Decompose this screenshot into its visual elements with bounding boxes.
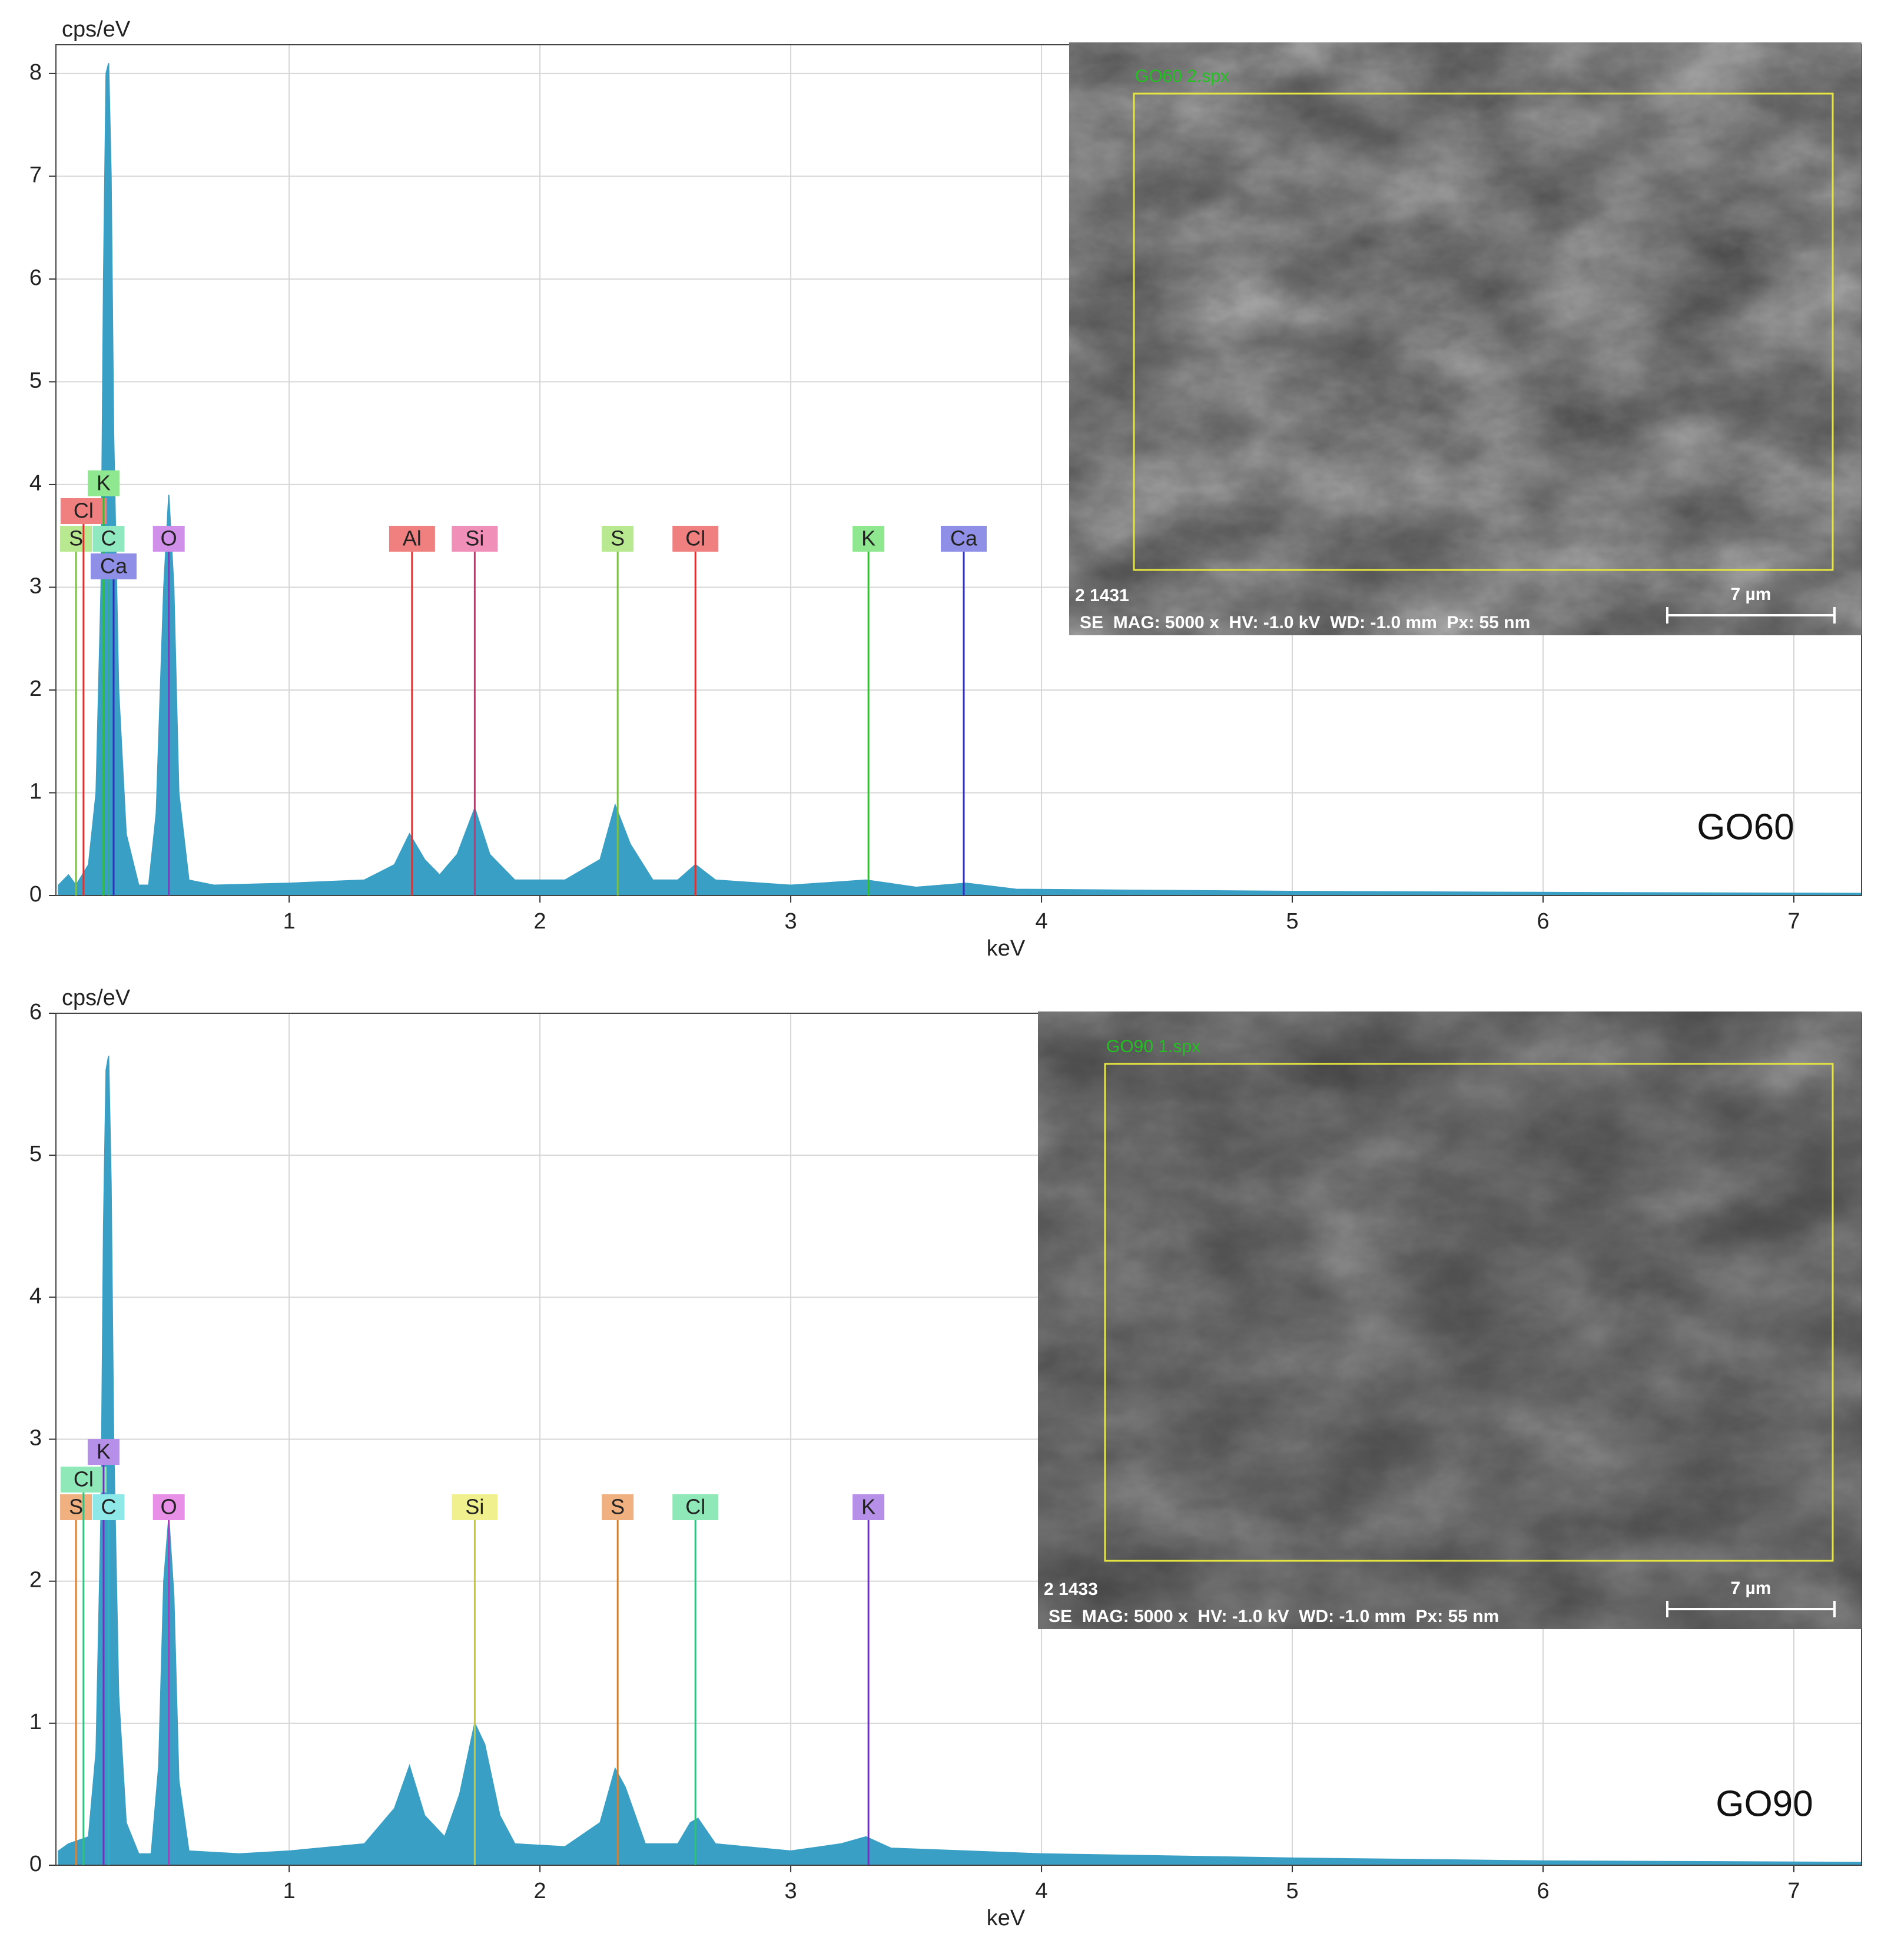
element-label: K xyxy=(97,1440,111,1464)
x-tick-label: 4 xyxy=(1036,1879,1048,1903)
spx-name: GO60 2.spx xyxy=(1135,67,1229,86)
element-label: Ca xyxy=(950,526,978,550)
element-label: K xyxy=(861,526,875,550)
y-tick-label: 7 xyxy=(29,162,42,187)
y-axis-label: cps/eV xyxy=(62,986,131,1010)
element-label: Si xyxy=(465,526,484,550)
y-tick-label: 6 xyxy=(29,266,42,290)
element-label: S xyxy=(611,1495,625,1519)
x-tick-label: 2 xyxy=(534,909,546,934)
x-axis-label: keV xyxy=(987,936,1026,961)
sample-label: GO90 xyxy=(1716,1783,1813,1824)
element-label: K xyxy=(97,471,111,495)
x-tick-label: 2 xyxy=(534,1879,546,1903)
y-tick-label: 4 xyxy=(29,471,42,496)
scale-label: 7 µm xyxy=(1731,1578,1771,1598)
x-tick-label: 3 xyxy=(785,1879,797,1903)
element-label: Si xyxy=(465,1495,484,1519)
element-label-box xyxy=(60,498,107,524)
element-label-box xyxy=(90,553,137,579)
y-tick-label: 1 xyxy=(29,780,42,804)
y-axis-label: cps/eV xyxy=(62,17,131,42)
element-label-box xyxy=(152,526,185,552)
roi-box xyxy=(1133,92,1834,571)
element-label-box xyxy=(389,526,435,552)
y-tick-label: 8 xyxy=(29,60,42,85)
sample-label: GO60 xyxy=(1697,807,1794,847)
element-label: Cl xyxy=(74,499,94,523)
element-label-box xyxy=(452,1494,498,1520)
element-label-box xyxy=(672,1494,719,1520)
sem-texture xyxy=(1069,42,1862,635)
roi-box xyxy=(1104,1063,1834,1562)
spectrum xyxy=(58,1056,1862,1866)
element-label-box xyxy=(87,470,120,496)
x-tick-label: 5 xyxy=(1286,1879,1298,1903)
element-label-box xyxy=(602,1494,634,1520)
element-label-box xyxy=(852,1494,885,1520)
element-label-box xyxy=(92,526,125,552)
element-label-box xyxy=(92,1494,125,1520)
x-tick-label: 7 xyxy=(1787,1879,1800,1903)
y-tick-label: 5 xyxy=(29,368,42,393)
x-tick-label: 6 xyxy=(1537,1879,1549,1903)
element-label-box xyxy=(60,526,92,552)
image-id: 2 1433 xyxy=(1044,1580,1098,1599)
sem-texture xyxy=(1038,1011,1862,1629)
element-label-box xyxy=(941,526,987,552)
element-label: Ca xyxy=(100,554,128,578)
y-tick-label: 0 xyxy=(29,1852,42,1876)
x-tick-label: 6 xyxy=(1537,909,1549,934)
y-tick-label: 1 xyxy=(29,1710,42,1735)
x-tick-label: 4 xyxy=(1036,909,1048,934)
element-label: S xyxy=(611,526,625,550)
image-id: 2 1431 xyxy=(1075,586,1129,605)
element-label: O xyxy=(161,1495,177,1519)
element-label: C xyxy=(101,1495,116,1519)
element-label-box xyxy=(852,526,885,552)
y-tick-label: 2 xyxy=(29,1568,42,1593)
element-label-box xyxy=(152,1494,185,1520)
element-label-box xyxy=(87,1439,120,1465)
sem-info: SE MAG: 5000 x HV: -1.0 kV WD: -1.0 mm P… xyxy=(1080,613,1530,632)
element-label: K xyxy=(861,1495,875,1519)
x-tick-label: 7 xyxy=(1787,909,1800,934)
y-tick-label: 3 xyxy=(29,573,42,598)
y-tick-label: 3 xyxy=(29,1426,42,1451)
element-label-box xyxy=(452,526,498,552)
x-axis-label: keV xyxy=(987,1906,1026,1931)
y-tick-label: 2 xyxy=(29,676,42,701)
x-tick-label: 1 xyxy=(283,1879,296,1903)
y-tick-label: 6 xyxy=(29,1000,42,1024)
y-tick-label: 4 xyxy=(29,1284,42,1308)
element-label-box xyxy=(60,1467,107,1493)
spx-name: GO90 1.spx xyxy=(1106,1037,1200,1056)
element-label: S xyxy=(69,526,83,550)
element-label: Cl xyxy=(685,1495,705,1519)
element-label: Cl xyxy=(74,1467,94,1491)
element-label-box xyxy=(672,526,719,552)
x-tick-label: 1 xyxy=(283,909,296,934)
x-tick-label: 3 xyxy=(785,909,797,934)
x-tick-label: 5 xyxy=(1286,909,1298,934)
element-label-box xyxy=(602,526,634,552)
y-tick-label: 0 xyxy=(29,882,42,907)
spectrum xyxy=(58,63,1862,896)
element-label-box xyxy=(60,1494,92,1520)
scale-label: 7 µm xyxy=(1731,585,1771,604)
element-label: Al xyxy=(403,526,422,550)
element-label: C xyxy=(101,526,116,550)
sem-info: SE MAG: 5000 x HV: -1.0 kV WD: -1.0 mm P… xyxy=(1049,1607,1499,1626)
y-tick-label: 5 xyxy=(29,1142,42,1166)
element-label: S xyxy=(69,1495,83,1519)
element-label: O xyxy=(161,526,177,550)
element-label: Cl xyxy=(685,526,705,550)
